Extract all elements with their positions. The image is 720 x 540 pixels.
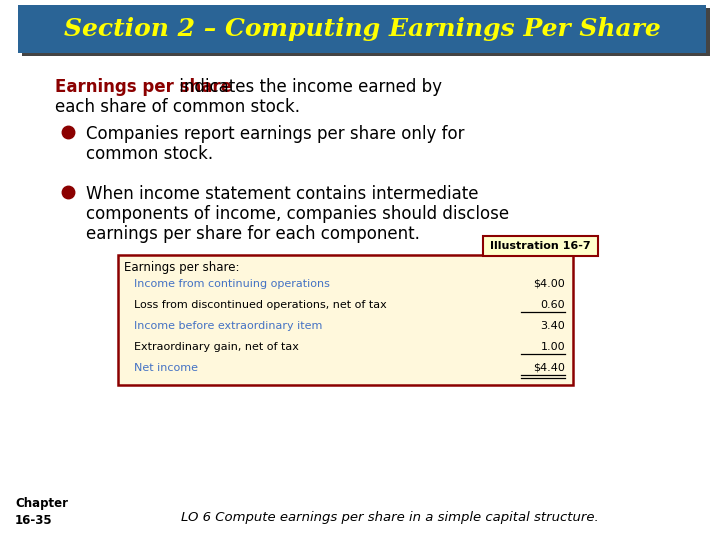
Text: Chapter
16-35: Chapter 16-35 <box>15 497 68 527</box>
Text: Illustration 16-7: Illustration 16-7 <box>490 241 591 251</box>
Text: Earnings per share: Earnings per share <box>55 78 232 96</box>
Text: Income from continuing operations: Income from continuing operations <box>134 279 330 289</box>
Text: Income before extraordinary item: Income before extraordinary item <box>134 321 323 331</box>
FancyBboxPatch shape <box>22 8 710 56</box>
Text: LO 6 Compute earnings per share in a simple capital structure.: LO 6 Compute earnings per share in a sim… <box>181 511 599 524</box>
Text: 0.60: 0.60 <box>541 300 565 310</box>
Text: common stock.: common stock. <box>86 145 213 163</box>
Text: 1.00: 1.00 <box>541 342 565 352</box>
Text: $4.40: $4.40 <box>533 363 565 373</box>
Text: Extraordinary gain, net of tax: Extraordinary gain, net of tax <box>134 342 299 352</box>
Text: components of income, companies should disclose: components of income, companies should d… <box>86 205 509 223</box>
Text: Companies report earnings per share only for: Companies report earnings per share only… <box>86 125 464 143</box>
Text: When income statement contains intermediate: When income statement contains intermedi… <box>86 185 479 203</box>
FancyBboxPatch shape <box>118 255 573 385</box>
Text: each share of common stock.: each share of common stock. <box>55 98 300 116</box>
FancyBboxPatch shape <box>18 5 706 53</box>
Text: $4.00: $4.00 <box>534 279 565 289</box>
Text: Loss from discontinued operations, net of tax: Loss from discontinued operations, net o… <box>134 300 387 310</box>
Text: indicates the income earned by: indicates the income earned by <box>174 78 442 96</box>
Text: earnings per share for each component.: earnings per share for each component. <box>86 225 420 243</box>
Text: Net income: Net income <box>134 363 198 373</box>
Text: 3.40: 3.40 <box>540 321 565 331</box>
FancyBboxPatch shape <box>483 236 598 256</box>
Text: Section 2 – Computing Earnings Per Share: Section 2 – Computing Earnings Per Share <box>63 17 660 41</box>
Text: Earnings per share:: Earnings per share: <box>124 261 240 274</box>
